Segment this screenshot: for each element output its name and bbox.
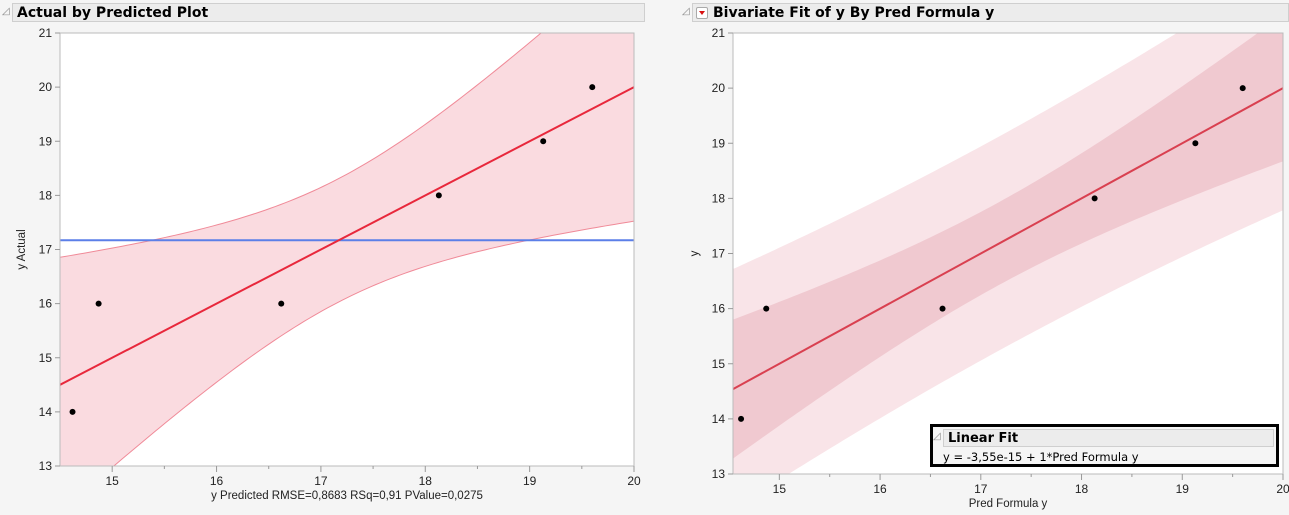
x-tick-label: 16 xyxy=(873,482,887,496)
y-tick-label: 15 xyxy=(39,351,53,365)
x-tick-label: 19 xyxy=(1176,482,1190,496)
data-point xyxy=(69,408,76,415)
bivariate-fit-title: Bivariate Fit of y By Pred Formula y xyxy=(713,5,995,21)
data-point xyxy=(1192,140,1199,147)
y-tick-label: 14 xyxy=(39,405,53,419)
data-point xyxy=(540,138,547,145)
x-tick-label: 17 xyxy=(974,482,988,496)
y-tick-label: 19 xyxy=(39,134,53,148)
y-tick-label: 20 xyxy=(39,80,53,94)
data-point xyxy=(278,300,285,307)
linear-fit-equation: y = -3,55e-15 + 1*Pred Formula y xyxy=(943,450,1139,464)
x-tick-label: 15 xyxy=(773,482,787,496)
y-tick-label: 18 xyxy=(712,191,726,205)
y-tick-label: 13 xyxy=(712,467,726,481)
fit-line xyxy=(733,87,1283,390)
linear-fit-header[interactable]: Linear Fit xyxy=(943,429,1274,447)
y-tick-label: 21 xyxy=(39,26,53,40)
actual-by-predicted-header[interactable]: Actual by Predicted Plot xyxy=(12,3,645,22)
data-point xyxy=(939,305,946,312)
x-axis-label: Pred Formula y xyxy=(969,498,1048,510)
collapse-triangle-icon[interactable]: ◿ xyxy=(2,6,10,17)
red-triangle-menu-icon[interactable] xyxy=(696,7,708,19)
y-tick-label: 17 xyxy=(39,243,53,257)
y-tick-label: 13 xyxy=(39,459,53,473)
y-tick-label: 17 xyxy=(712,247,726,261)
plot-content xyxy=(60,33,634,466)
confidence-band xyxy=(60,33,634,466)
x-tick-label: 16 xyxy=(210,474,224,488)
x-tick-label: 18 xyxy=(419,474,433,488)
x-tick-label: 17 xyxy=(314,474,328,488)
data-point xyxy=(763,305,770,312)
y-axis-label: y xyxy=(689,250,701,256)
x-tick-label: 19 xyxy=(523,474,537,488)
y-tick-label: 18 xyxy=(39,188,53,202)
data-point xyxy=(589,84,596,91)
y-tick-label: 20 xyxy=(712,81,726,95)
data-point xyxy=(95,300,102,307)
x-tick-label: 20 xyxy=(627,474,641,488)
y-tick-label: 16 xyxy=(39,297,53,311)
x-tick-label: 15 xyxy=(106,474,120,488)
data-point xyxy=(1091,195,1098,202)
linear-fit-box: ◿ Linear Fit y = -3,55e-15 + 1*Pred Form… xyxy=(930,424,1279,467)
y-tick-label: 14 xyxy=(712,412,726,426)
data-point xyxy=(1239,85,1246,92)
y-tick-label: 21 xyxy=(712,26,726,40)
data-point xyxy=(435,192,442,199)
x-axis-label: y Predicted RMSE=0,8683 RSq=0,91 PValue=… xyxy=(211,490,483,502)
x-tick-label: 20 xyxy=(1276,482,1289,496)
confidence-band xyxy=(733,33,1283,459)
bivariate-fit-header[interactable]: Bivariate Fit of y By Pred Formula y xyxy=(692,3,1289,22)
y-axis-label: y Actual xyxy=(16,229,28,269)
plot-content xyxy=(733,33,1283,474)
collapse-triangle-icon[interactable]: ◿ xyxy=(933,431,941,442)
plot-1: 13 14 15 16 17 18 19 20 21 15 16 17 18 19 20 y Predicte… xyxy=(16,26,641,502)
collapse-triangle-icon[interactable]: ◿ xyxy=(682,6,690,17)
data-point xyxy=(738,415,745,422)
y-tick-label: 19 xyxy=(712,136,726,150)
y-tick-label: 16 xyxy=(712,302,726,316)
x-tick-label: 18 xyxy=(1075,482,1089,496)
fit-line xyxy=(60,86,634,386)
y-tick-label: 15 xyxy=(712,357,726,371)
plot-2: 13 14 15 16 17 18 19 20 21 15 16 17 18 19 20 Pred Formu… xyxy=(689,26,1289,510)
